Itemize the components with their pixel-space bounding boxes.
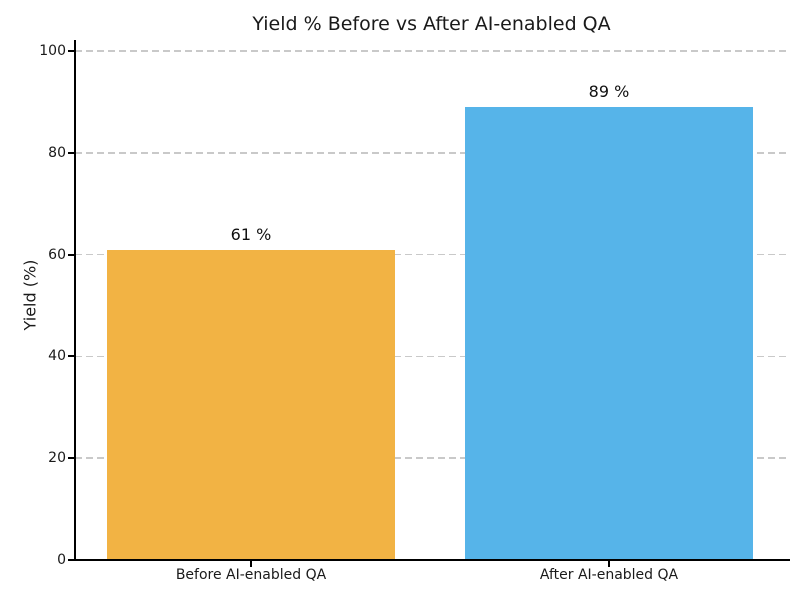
chart-title: Yield % Before vs After AI-enabled QA — [252, 13, 611, 35]
bar-after — [465, 106, 753, 560]
gridline-y-40 — [75, 355, 788, 358]
bar-value-label-before: 61 % — [230, 224, 272, 244]
gridline-y-20 — [75, 457, 788, 459]
y-tick-mark-80 — [68, 151, 75, 154]
y-tick-label-20: 20 — [48, 450, 66, 467]
y-tick-mark-20 — [68, 457, 75, 460]
gridline-y-100 — [75, 50, 788, 52]
x-tick-mark-1 — [608, 560, 610, 567]
y-tick-mark-40 — [68, 355, 75, 358]
x-axis-spine — [74, 559, 790, 561]
x-tick-label-0: Before AI-enabled QA — [175, 567, 327, 583]
y-tick-label-80: 80 — [48, 144, 66, 161]
gridline-y-60 — [75, 253, 788, 256]
y-tick-mark-60 — [68, 253, 75, 256]
bar-before — [107, 249, 395, 560]
y-tick-label-60: 60 — [48, 246, 66, 263]
y-tick-label-100: 100 — [39, 43, 66, 59]
y-tick-mark-0 — [68, 559, 75, 561]
bar-value-label-after: 89 % — [588, 81, 630, 101]
y-axis-spine — [74, 40, 76, 561]
y-tick-mark-100 — [68, 50, 75, 52]
y-tick-label-0: 0 — [57, 552, 66, 568]
y-tick-label-40: 40 — [48, 348, 66, 365]
y-axis-label: Yield (%) — [20, 259, 40, 331]
x-tick-mark-0 — [250, 560, 252, 567]
gridline-y-80 — [75, 152, 788, 154]
x-tick-label-1: After AI-enabled QA — [539, 567, 679, 583]
